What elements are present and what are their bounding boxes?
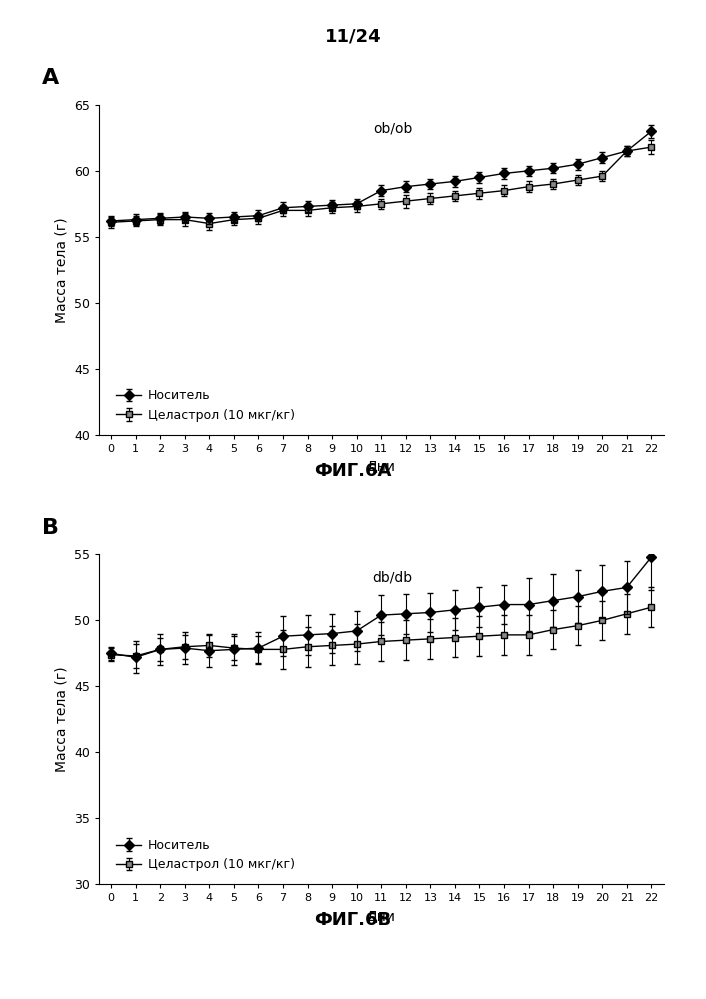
Text: ФИГ.6В: ФИГ.6В xyxy=(314,911,392,929)
Y-axis label: Масса тела (г): Масса тела (г) xyxy=(54,217,68,323)
Text: 11/24: 11/24 xyxy=(325,28,381,46)
Text: ob/ob: ob/ob xyxy=(373,122,412,136)
Text: ФИГ.6А: ФИГ.6А xyxy=(314,462,392,480)
Legend: Носитель, Целастрол (10 мкг/кг): Носитель, Целастрол (10 мкг/кг) xyxy=(116,390,294,422)
Text: A: A xyxy=(42,68,59,88)
Legend: Носитель, Целастрол (10 мкг/кг): Носитель, Целастрол (10 мкг/кг) xyxy=(116,839,294,871)
Y-axis label: Масса тела (г): Масса тела (г) xyxy=(54,666,68,772)
Text: db/db: db/db xyxy=(373,571,412,585)
Text: B: B xyxy=(42,517,59,537)
X-axis label: Дни: Дни xyxy=(366,460,396,474)
X-axis label: Дни: Дни xyxy=(366,909,396,923)
